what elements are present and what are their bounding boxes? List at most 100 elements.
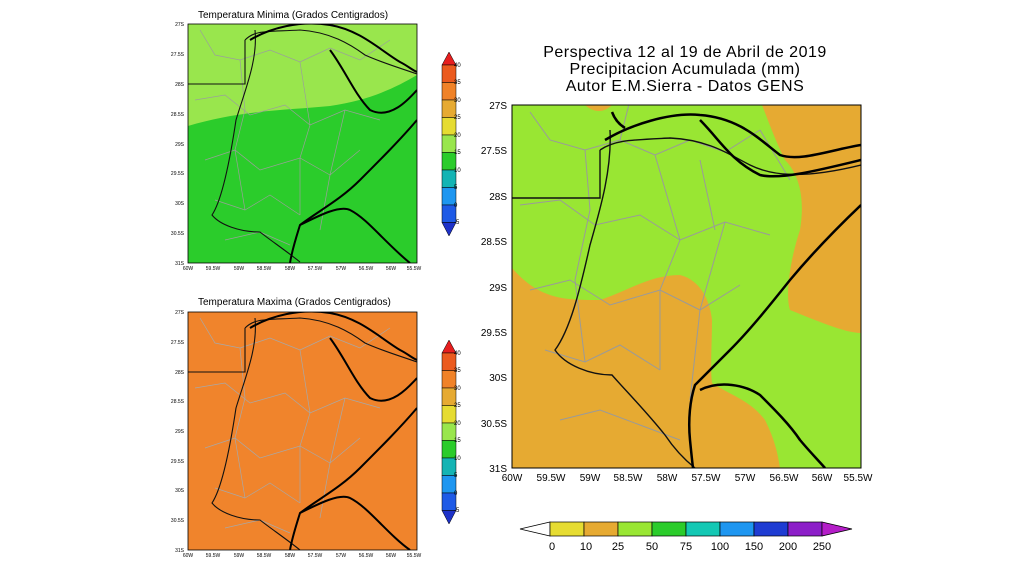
lat-label: 27S <box>175 310 185 316</box>
colorbar-swatch <box>685 521 721 537</box>
colorbar-label: 10 <box>454 168 461 174</box>
lat-label: 28.5S <box>171 399 185 405</box>
precip-axes: 27S 27.5S 28S 28.5S 29S 29.5S 30S 30.5S … <box>481 101 873 484</box>
lon-label: 57.5W <box>692 473 721 484</box>
colorbar-swatch <box>787 521 823 537</box>
lat-label: 29.5S <box>481 328 507 339</box>
colorbar-arrow-bottom <box>441 510 457 525</box>
colorbar-label: 0 <box>549 541 555 553</box>
lon-label: 58W <box>285 266 296 272</box>
lat-label: 28S <box>489 192 507 203</box>
lon-label: 55.5W <box>844 473 873 484</box>
lat-label: 28.5S <box>171 112 185 118</box>
lat-label: 30.5S <box>481 419 507 430</box>
colorbar-label: 10 <box>580 541 592 553</box>
lat-label: 29S <box>489 283 507 294</box>
lat-label: 30S <box>175 201 185 207</box>
lat-label: 30.5S <box>171 518 185 524</box>
lon-label: 60W <box>183 266 194 272</box>
lat-label: 31S <box>175 261 185 267</box>
lon-label: 57W <box>336 266 347 272</box>
colorbar-swatch <box>583 521 619 537</box>
temp-min-axes: 27S 27.5S 28S 28.5S 29S 29.5S 30S 30.5S … <box>171 22 422 272</box>
colorbar-label: 200 <box>779 541 797 553</box>
precip-title-line-1: Perspectiva 12 al 19 de Abril de 2019 <box>543 44 827 61</box>
temp-max-map <box>187 311 418 551</box>
colorbar-label: 25 <box>612 541 624 553</box>
lat-label: 29.5S <box>171 459 185 465</box>
colorbar-label: 100 <box>711 541 729 553</box>
lon-label: 59W <box>580 473 601 484</box>
temp-min-borders <box>188 24 417 263</box>
colorbar-arrow-left <box>519 521 551 537</box>
colorbar-swatch <box>719 521 755 537</box>
colorbar-label: 35 <box>454 80 461 86</box>
precip-fill-orange-east <box>762 105 861 333</box>
lon-label: 59.5W <box>537 473 566 484</box>
lon-label: 56.5W <box>359 266 374 272</box>
lon-label: 56.5W <box>359 553 374 559</box>
precip-title-line-3: Autor E.M.Sierra - Datos GENS <box>565 78 805 95</box>
lon-label: 57W <box>735 473 756 484</box>
precip-title: Perspectiva 12 al 19 de Abril de 2019 Pr… <box>470 44 900 95</box>
precip-fill-orange-top <box>585 105 612 112</box>
colorbar-arrow-bottom <box>441 222 457 237</box>
colorbar-arrow-right <box>821 521 853 537</box>
colorbar-label: 0 <box>454 491 458 497</box>
colorbar-label: 250 <box>813 541 831 553</box>
lon-label: 56W <box>812 473 833 484</box>
temp-max-axes: 27S 27.5S 28S 28.5S 29S 29.5S 30S 30.5S … <box>171 310 422 559</box>
colorbar-label: 40 <box>454 63 461 69</box>
colorbar-label: 0 <box>454 203 458 209</box>
precip-title-line-2: Precipitacion Acumulada (mm) <box>569 61 801 78</box>
temp-min-map <box>187 23 418 264</box>
lon-label: 58.5W <box>257 553 272 559</box>
colorbar-label: 30 <box>454 98 461 104</box>
colorbar-swatch <box>753 521 789 537</box>
lat-label: 29S <box>175 142 185 148</box>
lat-label: 28S <box>175 370 185 376</box>
lat-label: 29S <box>175 429 185 435</box>
lat-label: 30S <box>489 373 507 384</box>
lat-label: 30.5S <box>171 231 185 237</box>
temp-max-borders <box>188 312 417 550</box>
colorbar-label: 15 <box>454 438 461 444</box>
lon-label: 58W <box>285 553 296 559</box>
lon-label: 56.5W <box>770 473 799 484</box>
precip-fill-orange-south <box>512 268 780 468</box>
colorbar-label: 50 <box>646 541 658 553</box>
temp-max-fill <box>188 312 417 550</box>
colorbar-label: 25 <box>454 115 461 121</box>
temp-min-title: Temperatura Minima (Grados Centigrados) <box>198 10 389 21</box>
temp-min-colorbar: 40 35 30 25 20 15 10 5 0 -5 <box>441 51 461 237</box>
lon-label: 57.5W <box>308 553 323 559</box>
colorbar-label: 20 <box>454 421 461 427</box>
colorbar-swatch <box>549 521 585 537</box>
colorbar-label: -5 <box>454 508 460 514</box>
lat-label: 27.5S <box>171 340 185 346</box>
lon-label: 59.5W <box>206 266 221 272</box>
lon-label: 56W <box>386 266 397 272</box>
lat-label: 27.5S <box>481 146 507 157</box>
colorbar-label: 5 <box>454 185 458 191</box>
temp-max-title: Temperatura Maxima (Grados Centigrados) <box>198 297 391 308</box>
colorbar-label: 150 <box>745 541 763 553</box>
lon-label: 59.5W <box>206 553 221 559</box>
colorbar-label: 75 <box>680 541 692 553</box>
colorbar-label: 5 <box>454 473 458 479</box>
lon-label: 58.5W <box>257 266 272 272</box>
colorbar-label: 35 <box>454 368 461 374</box>
lat-label: 27S <box>175 22 185 28</box>
lon-label: 57W <box>336 553 347 559</box>
lat-label: 28.5S <box>481 237 507 248</box>
lon-label: 58.5W <box>614 473 643 484</box>
colorbar-label: 15 <box>454 150 461 156</box>
colorbar-swatch <box>651 521 687 537</box>
lon-label: 55.5W <box>407 266 422 272</box>
lat-label: 31S <box>175 548 185 554</box>
precip-colorbar: 0 10 25 50 75 100 150 200 250 <box>519 521 853 553</box>
colorbar-label: 10 <box>454 456 461 462</box>
colorbar-label: 30 <box>454 386 461 392</box>
colorbar-label: 20 <box>454 133 461 139</box>
